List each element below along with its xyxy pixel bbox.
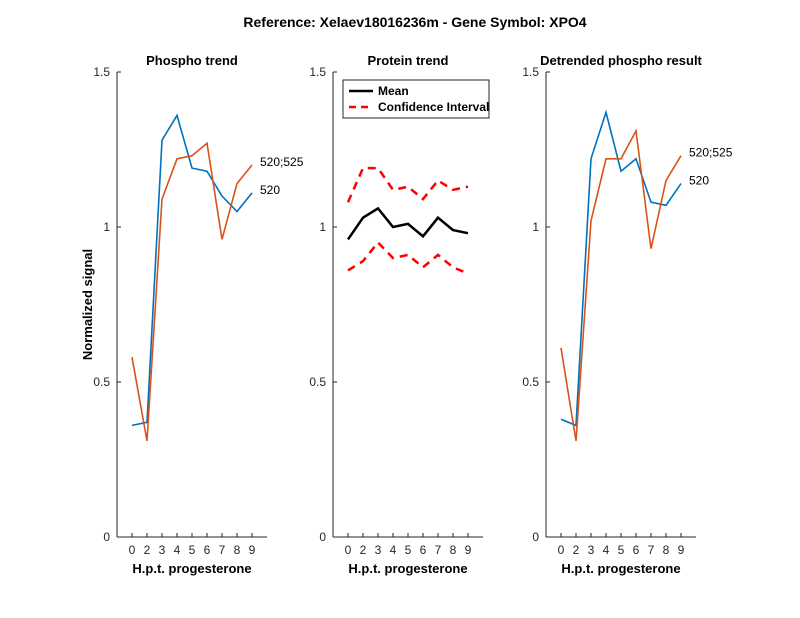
y-tick-label: 1 — [319, 220, 326, 234]
x-axis-label: H.p.t. progesterone — [132, 561, 251, 576]
y-tick-label: 1 — [532, 220, 539, 234]
x-tick-label: 6 — [420, 543, 427, 557]
x-tick-label: 0 — [558, 543, 565, 557]
legend-entry: Mean — [378, 84, 409, 98]
x-axis-label: H.p.t. progesterone — [348, 561, 467, 576]
x-tick-label: 5 — [405, 543, 412, 557]
x-tick-label: 3 — [159, 543, 166, 557]
x-tick-label: 8 — [663, 543, 670, 557]
legend-entry: Confidence Interval — [378, 100, 489, 114]
x-tick-label: 6 — [633, 543, 640, 557]
series-line-520 — [131, 113, 253, 427]
x-tick-label: 5 — [618, 543, 625, 557]
x-tick-label: 9 — [249, 543, 256, 557]
legend-box — [342, 79, 490, 119]
series-line-mean — [346, 206, 469, 241]
y-tick-label: 1.5 — [522, 65, 539, 79]
y-tick-label: 0.5 — [309, 375, 326, 389]
series-line-520-525 — [131, 141, 253, 442]
series-line-confidence-interval — [347, 240, 469, 275]
series-line-confidence-interval — [346, 166, 469, 203]
series-end-label: 520 — [260, 183, 280, 197]
x-tick-label: 5 — [189, 543, 196, 557]
x-tick-label: 0 — [345, 543, 352, 557]
y-tick-label: 0.5 — [93, 375, 110, 389]
x-tick-label: 2 — [573, 543, 580, 557]
x-tick-label: 3 — [375, 543, 382, 557]
x-tick-label: 4 — [390, 543, 397, 557]
x-tick-label: 3 — [588, 543, 595, 557]
figure-title: Reference: Xelaev18016236m - Gene Symbol… — [243, 14, 586, 30]
x-tick-label: 9 — [678, 543, 685, 557]
x-tick-label: 7 — [219, 543, 226, 557]
x-tick-label: 4 — [603, 543, 610, 557]
x-tick-label: 8 — [450, 543, 457, 557]
y-tick-label: 1.5 — [309, 65, 326, 79]
y-tick-label: 1 — [103, 220, 110, 234]
y-tick-label: 0.5 — [522, 375, 539, 389]
x-tick-label: 9 — [465, 543, 472, 557]
subplot-title: Protein trend — [368, 53, 449, 68]
x-tick-label: 2 — [144, 543, 151, 557]
y-axis-label: Normalized signal — [80, 249, 95, 360]
x-tick-label: 8 — [234, 543, 241, 557]
subplot-title: Detrended phospho result — [540, 53, 702, 68]
y-tick-label: 0 — [319, 530, 326, 544]
x-tick-label: 6 — [204, 543, 211, 557]
x-axis-label: H.p.t. progesterone — [561, 561, 680, 576]
series-end-label: 520;525 — [689, 146, 733, 160]
series-end-label: 520;525 — [260, 155, 304, 169]
x-tick-label: 7 — [435, 543, 442, 557]
x-tick-label: 0 — [129, 543, 136, 557]
y-tick-label: 0 — [103, 530, 110, 544]
x-tick-label: 2 — [360, 543, 367, 557]
series-line-520-525 — [560, 128, 682, 442]
y-tick-label: 1.5 — [93, 65, 110, 79]
x-tick-label: 7 — [648, 543, 655, 557]
subplot-title: Phospho trend — [146, 53, 238, 68]
series-end-label: 520 — [689, 174, 709, 188]
y-tick-label: 0 — [532, 530, 539, 544]
x-tick-label: 4 — [174, 543, 181, 557]
